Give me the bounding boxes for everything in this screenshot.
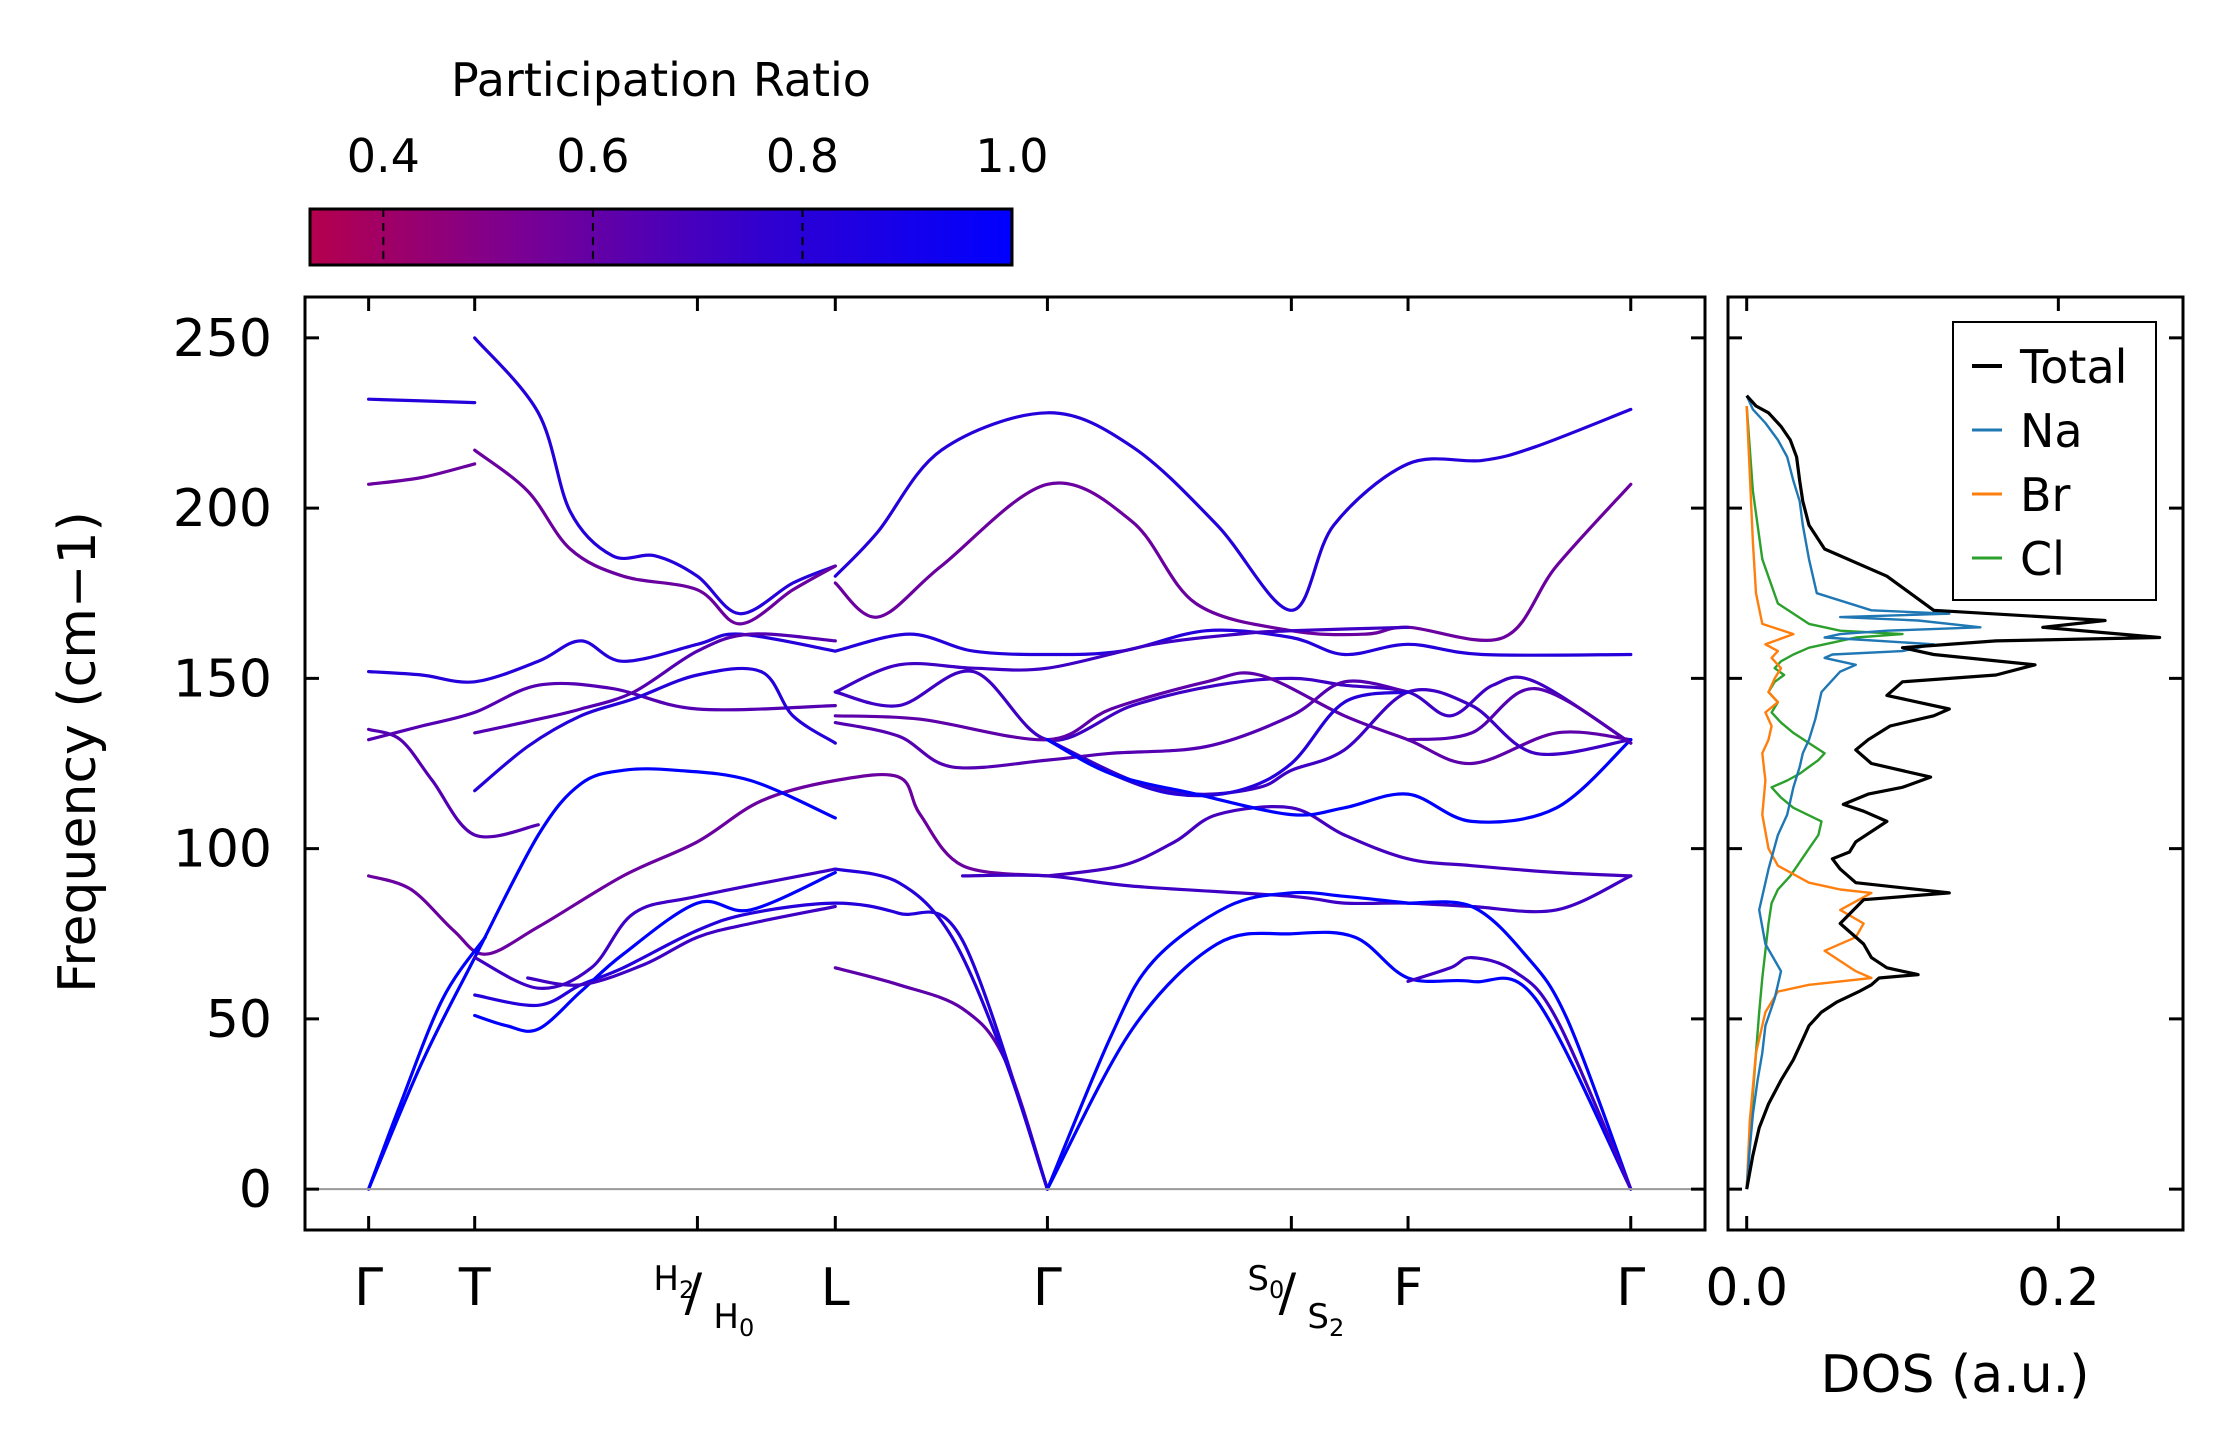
phonon-band — [473, 336, 837, 616]
colorbar-tick-label: 0.6 — [556, 129, 629, 183]
legend-label-na: Na — [2020, 404, 2083, 458]
kpoint-labels: Γ T H2/H0 L Γ S0/S2 F Γ — [354, 1258, 1645, 1342]
legend-entries: Total Na Br Cl — [1972, 340, 2127, 586]
colorbar-ticks: 0.4 0.6 0.8 1.0 — [347, 129, 1049, 265]
phonon-band — [526, 904, 837, 987]
phonon-band — [367, 727, 540, 839]
phonon-band — [1045, 805, 1633, 878]
phonon-band — [367, 681, 837, 742]
phonon-band — [473, 867, 837, 990]
dos-series-br — [1745, 405, 1873, 1190]
colorbar: Participation Ratio 0.4 0.6 0.8 1.0 — [308, 53, 1049, 267]
svg-text:/: / — [685, 1263, 703, 1323]
kpoint-label: T — [458, 1258, 491, 1318]
phonon-band — [367, 935, 487, 1191]
kpoint-label: L — [821, 1258, 850, 1318]
phonon-band — [367, 772, 1049, 956]
phonon-band — [473, 901, 1049, 1191]
colorbar-gradient — [308, 207, 1014, 267]
phonon-band — [833, 679, 1410, 770]
colorbar-title: Participation Ratio — [451, 53, 871, 107]
phonon-band — [1045, 738, 1633, 824]
dos-series-cl — [1745, 405, 1904, 1190]
phonon-band — [1406, 900, 1633, 1191]
band-frame — [303, 295, 1707, 1232]
kpoint-label: H2/H0 — [653, 1259, 754, 1342]
y-tick-label: 250 — [173, 309, 272, 369]
phonon-band — [1406, 686, 1633, 745]
dos-x-tick-label: 0.2 — [2017, 1258, 2100, 1318]
phonon-band — [1045, 890, 1410, 1191]
svg-text:H0: H0 — [713, 1297, 754, 1342]
phonon-band — [833, 671, 1633, 766]
x-axis-label: DOS (a.u.) — [1821, 1345, 2090, 1405]
dos-frame — [1726, 295, 2185, 1232]
phonon-band — [833, 407, 1633, 612]
phonon-band — [473, 666, 837, 793]
dos-x-tick-label: 0.0 — [1705, 1258, 1788, 1318]
dos-series-total — [1745, 394, 2162, 1190]
phonon-band — [833, 625, 1410, 694]
svg-text:/: / — [1279, 1263, 1297, 1323]
phonon-band — [961, 873, 1633, 914]
phonon-band — [833, 966, 1049, 1191]
dos-curves — [1745, 394, 2162, 1190]
dos-series-na — [1745, 395, 1982, 1190]
y-tick-label: 50 — [206, 990, 272, 1050]
y-tick-label: 0 — [239, 1160, 272, 1220]
phonon-band — [1045, 687, 1633, 796]
kpoint-label: Γ — [1033, 1258, 1062, 1318]
phonon-band — [833, 628, 1633, 657]
y-tick-label: 100 — [173, 820, 272, 880]
y-tick-label: 150 — [173, 649, 272, 709]
kpoint-label: Γ — [354, 1258, 383, 1318]
phonon-band — [833, 867, 1049, 1191]
colorbar-tick-label: 1.0 — [975, 129, 1048, 183]
legend-label-br: Br — [2020, 468, 2071, 522]
dos-legend: Total Na Br Cl — [1952, 321, 2157, 601]
kpoint-label: Γ — [1616, 1258, 1645, 1318]
phonon-band — [367, 632, 837, 684]
colorbar-tick-label: 0.8 — [766, 129, 839, 183]
phonon-band — [1406, 955, 1633, 1191]
svg-text:S2: S2 — [1307, 1297, 1344, 1342]
y-axis-label: Frequency (cm−1) — [48, 511, 108, 993]
y-tick-label: 200 — [173, 479, 272, 539]
phonon-band — [833, 669, 1633, 745]
legend-label-total: Total — [2019, 340, 2127, 394]
phonon-band — [473, 632, 837, 735]
legend-box — [1952, 321, 2157, 601]
band-axes: 0 50 100 150 200 250 — [173, 297, 1705, 1230]
legend-label-cl: Cl — [2020, 532, 2065, 586]
dos-axes: 0.0 0.2 — [1705, 297, 2183, 1318]
phonon-band — [367, 397, 477, 405]
kpoint-label: F — [1393, 1258, 1423, 1318]
band-structure-panel: 0 50 100 150 200 250 Frequency (cm−1) Γ T H2/H0… — [48, 295, 1707, 1342]
dos-panel: 0.0 0.2 DOS (a.u.) Total Na Br Cl — [1705, 295, 2185, 1405]
phonon-band — [833, 481, 1633, 642]
phonon-band — [1045, 930, 1633, 1191]
phonon-band — [367, 462, 477, 486]
colorbar-tick-label: 0.4 — [347, 129, 420, 183]
phonon-band — [473, 870, 837, 1033]
phonon-bands — [367, 336, 1633, 1191]
phonon-band — [367, 767, 837, 1191]
kpoint-label: S0/S2 — [1247, 1259, 1344, 1342]
phonon-band — [473, 448, 837, 626]
